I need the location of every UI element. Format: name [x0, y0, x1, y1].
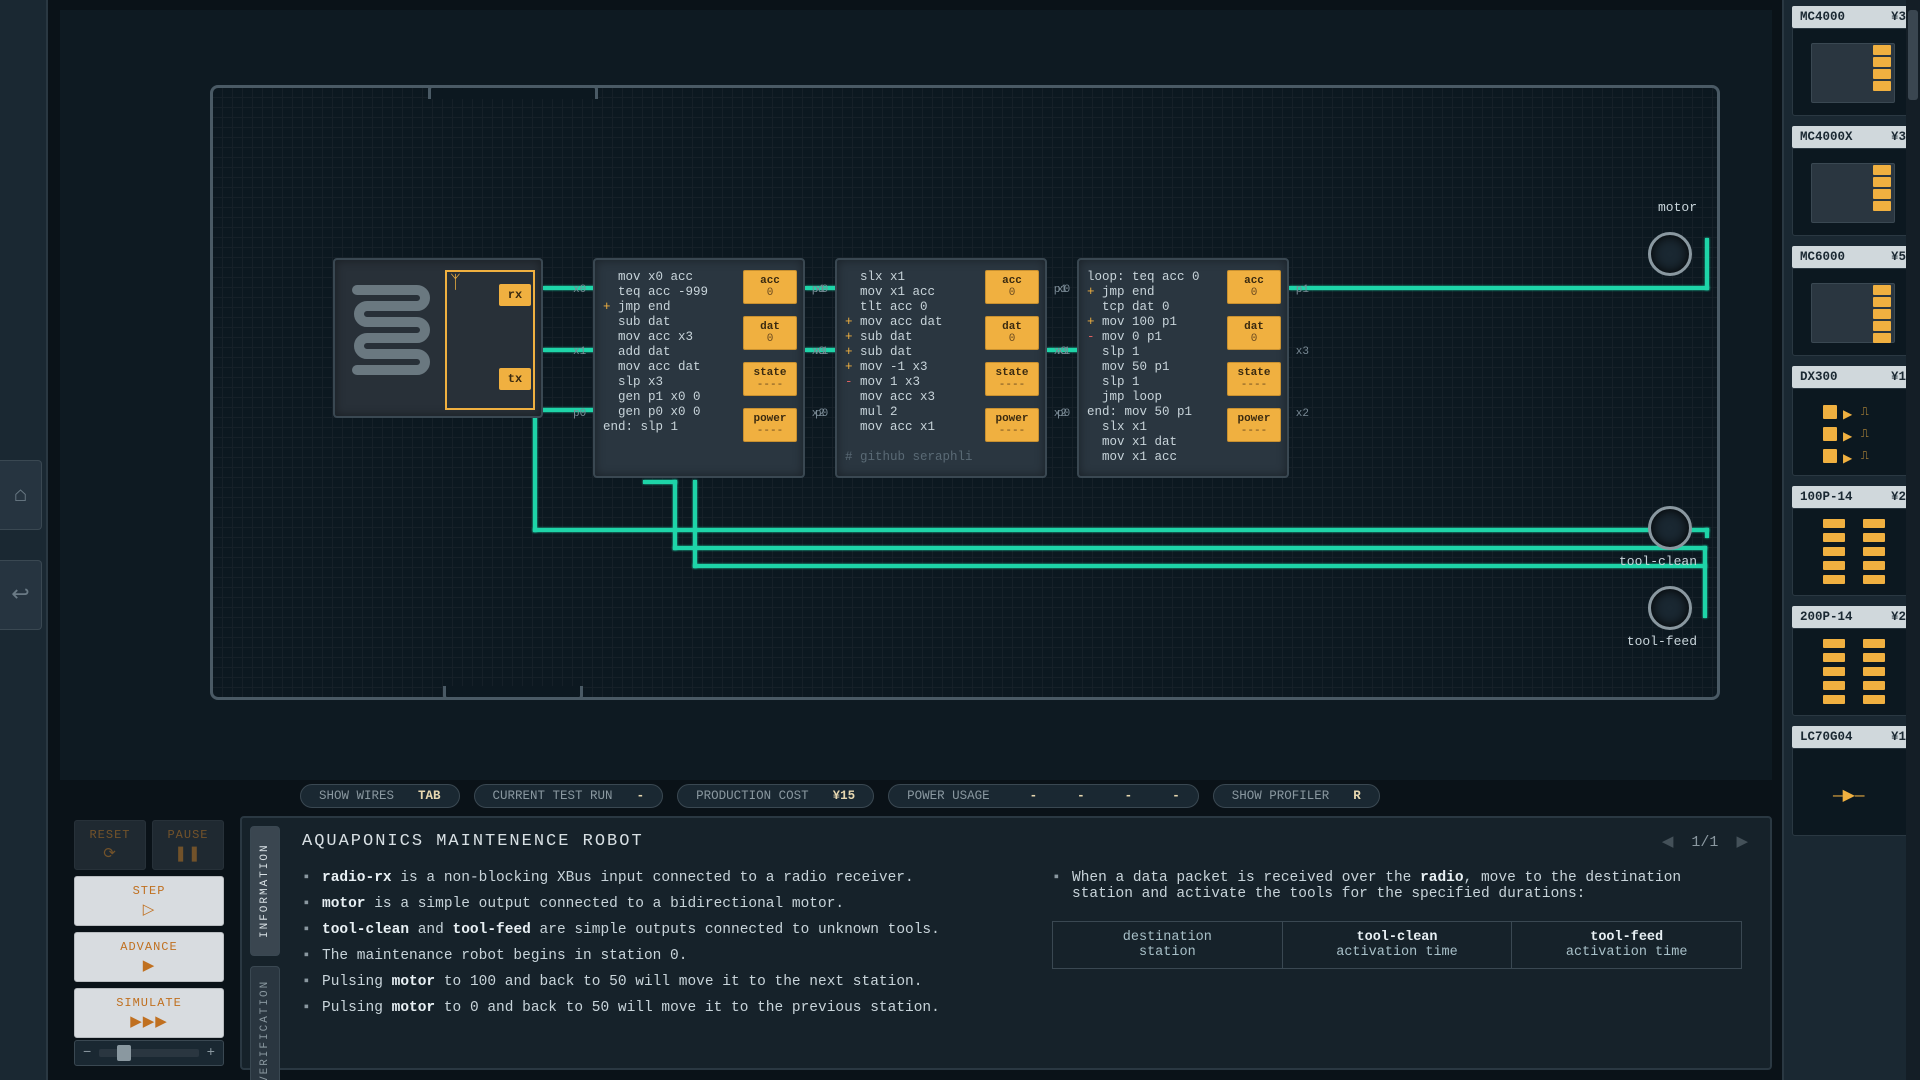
back-button[interactable]: ↩	[0, 560, 42, 630]
register-state: state----	[743, 362, 797, 396]
pin-x0: x0	[815, 284, 828, 296]
info-bullet: Pulsing motor to 0 and back to 50 will m…	[302, 995, 992, 1021]
info-panel: INFORMATION VERIFICATION AQUAPONICS MAIN…	[240, 816, 1772, 1070]
puzzle-title: AQUAPONICS MAINTENENCE ROBOT	[302, 832, 1742, 851]
code-editor[interactable]: slx x1 mov x1 acc tlt acc 0 + mov acc da…	[845, 270, 957, 470]
mc-chip-2[interactable]: loop: teq acc 0 + jmp end tcp dat 0 + mo…	[1077, 258, 1289, 478]
register-power: power----	[1227, 408, 1281, 442]
board-frame[interactable]: ᛉ rx tx motor tool-clean tool-feed mov x…	[210, 85, 1720, 700]
pin-p0: p0	[573, 408, 586, 420]
register-power: power----	[985, 408, 1039, 442]
code-editor[interactable]: loop: teq acc 0 + jmp end tcp dat 0 + mo…	[1087, 270, 1199, 470]
radio-rx-port: rx	[499, 284, 531, 306]
info-bullet: motor is a simple output connected to a …	[302, 891, 992, 917]
register-acc: acc0	[985, 270, 1039, 304]
advance-button[interactable]: ADVANCE▶	[74, 932, 224, 982]
next-page-icon[interactable]: ▶	[1736, 834, 1748, 851]
info-right-column: When a data packet is received over the …	[1052, 865, 1742, 1021]
status-bar: SHOW WIRESTAB CURRENT TEST RUN- PRODUCTI…	[60, 784, 1772, 812]
radio-tx-port: tx	[499, 368, 531, 390]
io-node-motor[interactable]	[1648, 232, 1692, 276]
register-acc: acc0	[743, 270, 797, 304]
info-bullet: The maintenance robot begins in station …	[302, 943, 992, 969]
part-mc4000x[interactable]: MC4000X¥3	[1792, 126, 1914, 236]
io-node-tool-clean[interactable]	[1648, 506, 1692, 550]
show-profiler-button[interactable]: SHOW PROFILERR	[1213, 784, 1380, 808]
pin-x0: x0	[573, 284, 586, 296]
tab-verification[interactable]: VERIFICATION	[250, 966, 280, 1080]
part-200p-14[interactable]: 200P-14¥2	[1792, 606, 1914, 716]
pin-p0: p0	[1057, 408, 1070, 420]
antenna-icon: ᛉ	[450, 274, 461, 294]
io-label-tool-feed: tool-feed	[1627, 634, 1697, 649]
register-dat: dat0	[1227, 316, 1281, 350]
pause-button[interactable]: PAUSE❚❚	[152, 820, 224, 870]
simulate-button[interactable]: SIMULATE▶▶▶	[74, 988, 224, 1038]
info-bullet: tool-clean and tool-feed are simple outp…	[302, 917, 992, 943]
tab-information[interactable]: INFORMATION	[250, 826, 280, 956]
speed-slider[interactable]: −+	[74, 1040, 224, 1066]
register-state: state----	[1227, 362, 1281, 396]
register-dat: dat0	[985, 316, 1039, 350]
radio-chip[interactable]: ᛉ rx tx	[333, 258, 543, 418]
part-mc4000[interactable]: MC4000¥3	[1792, 6, 1914, 116]
pin-x1: x1	[1057, 346, 1070, 358]
part-100p-14[interactable]: 100P-14¥2	[1792, 486, 1914, 596]
pin-x2: x2	[1296, 408, 1309, 420]
io-label-tool-clean: tool-clean	[1619, 554, 1697, 569]
pin-p1: p1	[1296, 284, 1309, 296]
page-indicator: ◀ 1/1 ▶	[1662, 832, 1748, 851]
register-dat: dat0	[743, 316, 797, 350]
pin-x0: x0	[1057, 284, 1070, 296]
pin-p0: p0	[815, 408, 828, 420]
mc-chip-1[interactable]: slx x1 mov x1 acc tlt acc 0 + mov acc da…	[835, 258, 1047, 478]
show-wires-button[interactable]: SHOW WIRESTAB	[300, 784, 460, 808]
register-state: state----	[985, 362, 1039, 396]
board-area: ᛉ rx tx motor tool-clean tool-feed mov x…	[60, 10, 1772, 780]
register-power: power----	[743, 408, 797, 442]
part-lc70g04[interactable]: LC70G04¥1—▶—	[1792, 726, 1914, 836]
io-node-tool-feed[interactable]	[1648, 586, 1692, 630]
io-label-motor: motor	[1658, 200, 1697, 215]
pin-x1: x1	[815, 346, 828, 358]
pin-x3: x3	[1296, 346, 1309, 358]
info-bullet: When a data packet is received over the …	[1052, 865, 1742, 907]
parts-tray: MC4000¥3MC4000X¥3MC6000¥5DX300¥1▶⎍▶⎍▶⎍10…	[1782, 0, 1920, 1080]
left-rail: ⌂ ↩	[0, 0, 48, 1080]
info-left-column: radio-rx is a non-blocking XBus input co…	[302, 865, 992, 1021]
power-readout: POWER USAGE - - - -	[888, 784, 1199, 808]
info-bullet: radio-rx is a non-blocking XBus input co…	[302, 865, 992, 891]
scrollbar[interactable]	[1906, 0, 1920, 1080]
mc-chip-0[interactable]: mov x0 acc teq acc -999 + jmp end sub da…	[593, 258, 805, 478]
home-button[interactable]: ⌂	[0, 460, 42, 530]
packet-table: destinationstationtool-cleanactivation t…	[1052, 921, 1742, 969]
test-run-readout: CURRENT TEST RUN-	[474, 784, 664, 808]
register-acc: acc0	[1227, 270, 1281, 304]
cost-readout: PRODUCTION COST¥15	[677, 784, 874, 808]
part-dx300[interactable]: DX300¥1▶⎍▶⎍▶⎍	[1792, 366, 1914, 476]
info-bullet: Pulsing motor to 100 and back to 50 will…	[302, 969, 992, 995]
prev-page-icon[interactable]: ◀	[1662, 834, 1674, 851]
control-panel: RESET⟳ PAUSE❚❚ STEP▷ ADVANCE▶ SIMULATE▶▶…	[74, 820, 224, 1066]
pin-x1: x1	[573, 346, 586, 358]
code-editor[interactable]: mov x0 acc teq acc -999 + jmp end sub da…	[603, 270, 715, 470]
part-mc6000[interactable]: MC6000¥5	[1792, 246, 1914, 356]
reset-button[interactable]: RESET⟳	[74, 820, 146, 870]
step-button[interactable]: STEP▷	[74, 876, 224, 926]
